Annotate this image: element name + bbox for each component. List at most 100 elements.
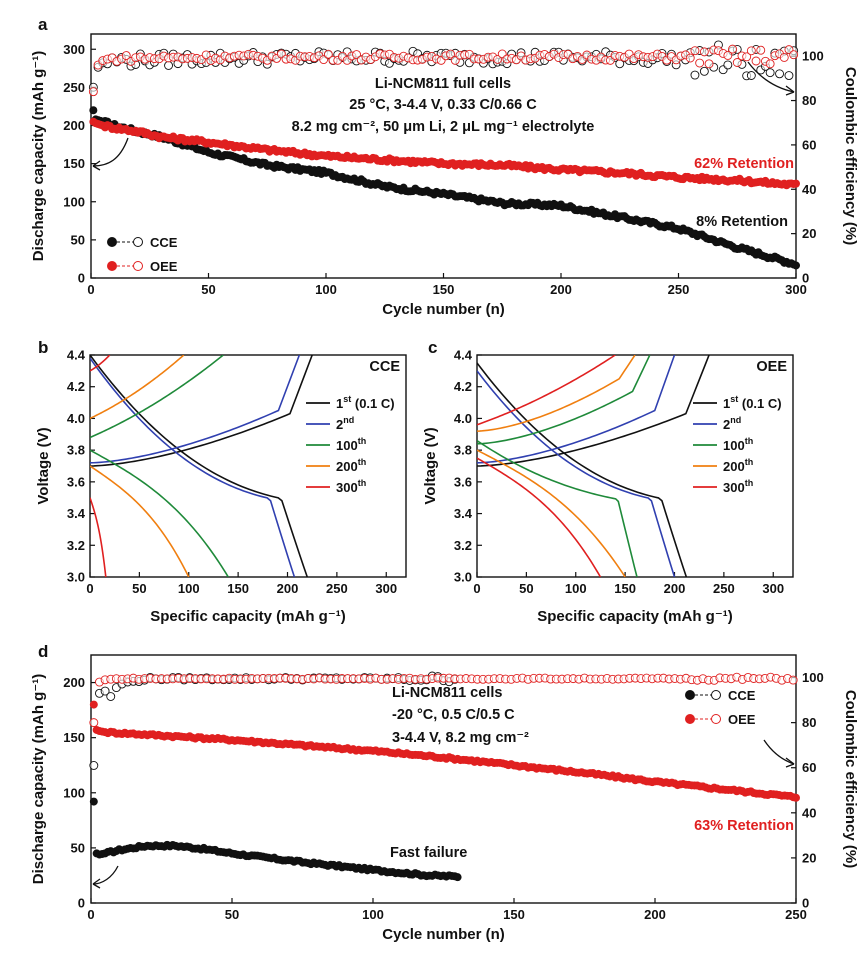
x-axis-label: Cycle number (n) xyxy=(382,926,505,943)
data-point xyxy=(792,261,801,270)
condition-temp: -20 °C, 0.5 C/0.5 C xyxy=(392,707,515,723)
panel-label: a xyxy=(38,15,48,34)
data-point xyxy=(690,46,700,56)
legend-marker-capacity xyxy=(107,237,117,247)
data-point xyxy=(352,50,361,60)
legend-label: 2nd xyxy=(336,415,354,432)
x-axis-label: Specific capacity (mAh g⁻¹) xyxy=(537,608,732,625)
y2-tick-label: 20 xyxy=(802,850,816,865)
x-axis-label: Cycle number (n) xyxy=(382,301,505,318)
electrolyte-label: OEE xyxy=(756,359,787,375)
series-cce xyxy=(89,797,462,882)
x-tick-label: 0 xyxy=(86,581,93,596)
curves xyxy=(477,355,710,577)
data-point xyxy=(765,59,775,69)
legend-label: 100th xyxy=(336,436,366,453)
data-point xyxy=(746,46,756,56)
plot-frame xyxy=(90,654,797,904)
y-axis-label: Voltage (V) xyxy=(35,427,52,504)
y-tick-label: 4.2 xyxy=(67,379,85,394)
x-tick-label: 250 xyxy=(326,581,348,596)
legend-label: 1st (0.1 C) xyxy=(336,394,395,411)
y2-tick-label: 60 xyxy=(802,137,816,152)
data-point xyxy=(323,49,333,59)
y2-tick-label: 0 xyxy=(802,271,809,286)
x-tick-label: 100 xyxy=(178,581,200,596)
panel-label: b xyxy=(38,338,48,357)
data-point xyxy=(779,52,789,62)
condition-temp: 25 °C, 3-4.4 V, 0.33 C/0.66 C xyxy=(349,97,537,113)
curves xyxy=(90,355,313,577)
x-tick-label: 100 xyxy=(315,282,337,297)
data-point xyxy=(89,106,98,115)
series-oee-ce xyxy=(89,672,798,728)
y-tick-label: 0 xyxy=(78,271,85,286)
panel-a: 0 50 100 150 200 250 3000501001502002503000204… xyxy=(30,15,859,318)
data-point xyxy=(704,59,714,69)
data-point xyxy=(792,793,801,802)
arrow-head xyxy=(92,160,101,171)
charge-curve xyxy=(477,355,616,426)
x-tick-label: 50 xyxy=(519,581,533,596)
y-tick-label: 3.0 xyxy=(454,570,472,585)
legend-marker-ce xyxy=(711,714,721,724)
panel-c: 0 50 100 150 200 250 300 3.0 3.2 3.4 3.6 3.8 4.0 4.2 4… xyxy=(422,338,794,625)
electrolyte-label: CCE xyxy=(369,359,400,375)
y-tick-label: 4.0 xyxy=(67,411,85,426)
y2-tick-label: 40 xyxy=(802,805,816,820)
cce-retention-label: 8% Retention xyxy=(696,214,788,230)
discharge-curve xyxy=(90,465,190,577)
data-point xyxy=(756,45,766,55)
legend-marker-ce xyxy=(711,690,721,700)
arrow-right-axis xyxy=(747,61,795,93)
charge-curve xyxy=(90,355,185,420)
arrow-head xyxy=(785,757,795,768)
data-point xyxy=(164,61,174,70)
legend-marker-capacity xyxy=(685,690,695,700)
legend-label: 2nd xyxy=(723,415,741,432)
y2-tick-label: 20 xyxy=(802,226,816,241)
y-tick-label: 150 xyxy=(63,730,85,745)
x-tick-label: 0 xyxy=(473,581,480,596)
y-tick-label: 200 xyxy=(63,675,85,690)
x-tick-label: 50 xyxy=(132,581,146,596)
x-tick-label: 100 xyxy=(362,907,384,922)
x-tick-label: 200 xyxy=(550,282,572,297)
x-tick-label: 50 xyxy=(225,907,239,922)
discharge-curve xyxy=(477,439,638,577)
charge-curve xyxy=(477,355,636,432)
condition-title: Li-NCM811 cells xyxy=(392,685,502,701)
data-point xyxy=(742,52,752,62)
data-point xyxy=(699,66,709,76)
panel-d: 0 50 100 150 200 250050100150200020406080100C… xyxy=(30,642,859,943)
y-tick-label: 50 xyxy=(71,840,85,855)
y-axis-label: Discharge capacity (mAh g⁻¹) xyxy=(30,51,47,261)
legend-label: OEE xyxy=(728,712,756,727)
legend-label: CCE xyxy=(728,688,756,703)
x-tick-label: 150 xyxy=(227,581,249,596)
series-oee-ce xyxy=(88,44,799,97)
condition-loading: 8.2 mg cm⁻², 50 μm Li, 2 μL mg⁻¹ electro… xyxy=(292,119,595,135)
x-tick-label: 300 xyxy=(785,282,807,297)
arrow-left-axis xyxy=(92,865,119,885)
y2-tick-label: 80 xyxy=(802,715,816,730)
x-tick-label: 250 xyxy=(713,581,735,596)
x-tick-label: 200 xyxy=(277,581,299,596)
charge-curve xyxy=(477,355,651,445)
y-tick-label: 200 xyxy=(63,118,85,133)
legend-marker-capacity xyxy=(107,261,117,271)
x-tick-label: 150 xyxy=(503,907,525,922)
arrow-head xyxy=(92,878,101,889)
y-tick-label: 100 xyxy=(63,194,85,209)
series-oee xyxy=(89,117,801,190)
data-point xyxy=(88,87,98,97)
data-point xyxy=(699,47,709,57)
discharge-curve xyxy=(90,355,309,577)
y-tick-label: 3.2 xyxy=(67,538,85,553)
data-point xyxy=(732,58,742,67)
arrow-head xyxy=(785,85,795,96)
data-point xyxy=(201,50,211,60)
data-point xyxy=(723,51,733,60)
data-point xyxy=(775,69,784,79)
